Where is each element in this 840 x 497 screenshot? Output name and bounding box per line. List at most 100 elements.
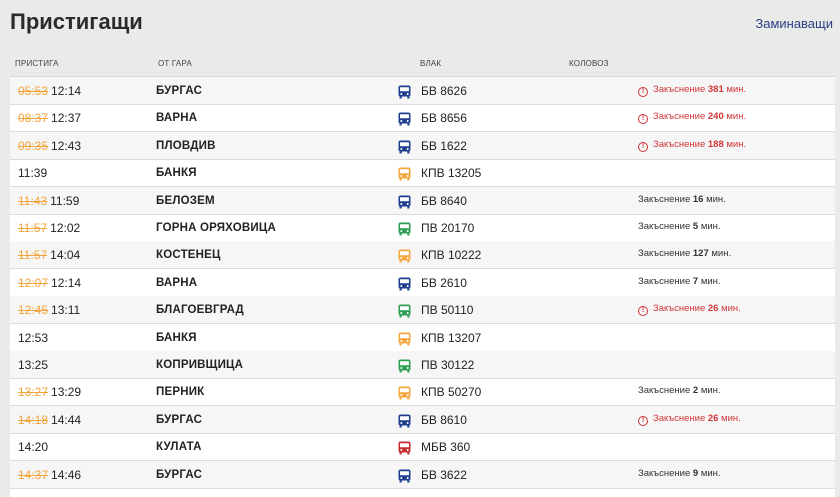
delay-info: ! Закъснение 240 мин. xyxy=(638,104,746,131)
delay-info: ! Закъснение 26 мин. xyxy=(638,296,741,323)
delay-prefix: Закъснение xyxy=(638,248,691,260)
bus-icon xyxy=(398,277,411,291)
scheduled-time: 12:45 xyxy=(18,303,49,318)
train-number: ПВ 30122 xyxy=(421,358,475,372)
station-name: КУЛАТА xyxy=(156,441,202,454)
alert-icon: ! xyxy=(638,141,648,152)
delay-unit: мин. xyxy=(721,412,741,424)
delay-minutes: 5 xyxy=(692,221,699,232)
bus-icon xyxy=(398,140,411,154)
bus-icon xyxy=(398,386,411,400)
arrival-time: 12:45 13:11 xyxy=(18,296,80,323)
delay-info: Закъснение 7 мин. xyxy=(638,269,721,296)
actual-time: 12:53 xyxy=(18,330,49,345)
train-number: КПВ 13205 xyxy=(421,166,482,181)
bus-icon xyxy=(398,441,411,455)
train-number: БВ 8640 xyxy=(421,193,467,208)
station-name: КОПРИВЩИЦА xyxy=(156,359,244,371)
arrival-time: 14:37 14:46 xyxy=(18,461,81,488)
table-row[interactable]: 13:25 КОПРИВЩИЦА ПВ 30122 xyxy=(10,351,835,379)
table-row[interactable]: 14:18 14:44 БУРГАС БВ 8610! Закъснение 26 ми… xyxy=(10,405,835,434)
scheduled-time: 11:57 xyxy=(18,248,48,263)
arrival-time: 11:57 14:04 xyxy=(18,241,80,268)
table-row[interactable]: 08:37 12:37 ВАРНА БВ 8656! Закъснение 240 ми… xyxy=(10,104,835,133)
delay-minutes: 127 xyxy=(692,248,709,260)
column-header-arrives: ПРИСТИГА xyxy=(15,59,59,68)
station-name: БАНКЯ xyxy=(156,331,197,344)
delay-minutes: 9 xyxy=(692,467,699,479)
alert-icon: ! xyxy=(638,87,648,97)
delay-prefix: Закъснение xyxy=(638,467,691,479)
table-header: ПРИСТИГА ОТ ГАРА ВЛАК КОЛОВОЗ xyxy=(0,59,840,71)
station-name: КОСТЕНЕЦ xyxy=(156,249,221,262)
bus-icon xyxy=(398,332,411,346)
arrival-time: 12:53 xyxy=(18,324,48,351)
delay-minutes: 16 xyxy=(692,193,704,205)
delay-prefix: Закъснение xyxy=(638,193,691,205)
delay-prefix: Закъснение xyxy=(653,84,706,95)
delay-info: Закъснение 127 мин. xyxy=(638,241,731,268)
arrival-time: 11:57 12:02 xyxy=(18,214,80,241)
arrival-time: 08:37 12:37 xyxy=(18,104,81,131)
arrival-time: 14:18 14:44 xyxy=(18,406,81,433)
arrivals-table: 05:53 12:14 БУРГАС БВ 8626! Закъснение 381 м… xyxy=(10,76,835,497)
table-row[interactable]: 09:35 12:43 ПЛОВДИВ БВ 1622 ! Закъснение 188 … xyxy=(10,131,835,160)
bus-icon xyxy=(398,112,411,126)
station-name: ПЕРНИК xyxy=(156,386,205,399)
scheduled-time: 14:37 xyxy=(18,467,49,482)
train-number: БВ 8656 xyxy=(421,111,467,126)
table-row[interactable]: 14:37 14:46 БУРГАС БВ 3622 Закъснение 9 мин. xyxy=(10,460,835,489)
actual-time: 12:14 xyxy=(51,84,82,98)
train-number: МБВ 360 xyxy=(421,440,471,455)
actual-time: 12:02 xyxy=(50,221,81,235)
delay-prefix: Закъснение xyxy=(638,385,691,397)
bus-icon xyxy=(398,222,411,236)
table-row[interactable]: 11:57 12:02 ГОРНА ОРЯХОВИЦА ПВ 20170 Закъсне… xyxy=(10,214,835,242)
delay-minutes: 7 xyxy=(692,275,699,287)
table-row[interactable]: 12:45 13:11 БЛАГОЕВГРАД ПВ 50110! Закъснение… xyxy=(10,296,835,325)
table-row[interactable]: 11:43 11:59 БЕЛОЗЕМ БВ 8640 Закъснение 16 ми… xyxy=(10,186,835,215)
delay-unit: мин. xyxy=(726,84,747,95)
actual-time: 11:39 xyxy=(18,166,48,181)
bus-icon xyxy=(398,469,411,483)
actual-time: 14:44 xyxy=(51,412,82,427)
scheduled-time: 12:07 xyxy=(18,275,49,290)
delay-prefix: Закъснение xyxy=(653,412,706,424)
station-name: БУРГАС xyxy=(156,413,203,426)
actual-time: 12:37 xyxy=(51,111,82,126)
bus-icon xyxy=(398,359,411,373)
arrival-time: 13:25 xyxy=(18,351,48,378)
train-number: БВ 2610 xyxy=(421,275,467,290)
delay-prefix: Закъснение xyxy=(653,138,706,150)
delay-minutes: 2 xyxy=(692,385,699,397)
table-row[interactable]: 13:27 13:29 ПЕРНИК КПВ 50270 Закъснение 2 ми… xyxy=(10,378,835,407)
train-number: БВ 3622 xyxy=(421,467,467,482)
arrival-time: 11:43 11:59 xyxy=(18,187,79,214)
delay-minutes: 188 xyxy=(707,138,724,150)
table-row[interactable]: 12:53 БАНКЯ КПВ 13207 xyxy=(10,324,835,352)
actual-time: 12:43 xyxy=(51,138,82,153)
bus-icon xyxy=(398,249,411,263)
bus-icon xyxy=(398,414,411,428)
table-row[interactable]: 11:57 14:04 КОСТЕНЕЦ КПВ 10222 Закъснение 12… xyxy=(10,241,835,270)
bus-icon xyxy=(398,195,411,209)
scheduled-time: 14:18 xyxy=(18,412,49,427)
actual-time: 13:25 xyxy=(18,358,49,372)
delay-info: Закъснение 5 мин. xyxy=(638,214,721,241)
actual-time: 13:29 xyxy=(51,385,82,400)
actual-time: 11:59 xyxy=(50,193,80,208)
delay-unit: мин. xyxy=(700,467,721,479)
delay-unit: мин. xyxy=(700,221,721,232)
table-row[interactable]: 14:20 КУЛАТА МБВ 360 xyxy=(10,433,835,462)
table-row[interactable]: 05:53 12:14 БУРГАС БВ 8626! Закъснение 381 м… xyxy=(10,77,835,105)
departures-link[interactable]: Заминаващи xyxy=(755,16,833,31)
train-number: БВ 1622 xyxy=(421,138,467,153)
scheduled-time: 05:53 xyxy=(18,84,49,98)
delay-minutes: 240 xyxy=(707,111,724,123)
arrival-time: 11:39 xyxy=(18,159,47,186)
arrival-time: 13:27 13:29 xyxy=(18,378,81,405)
table-row[interactable]: 12:07 12:14 ВАРНА БВ 2610 Закъснение 7 мин. xyxy=(10,269,835,297)
actual-time: 14:20 xyxy=(18,440,49,455)
table-row[interactable]: 11:39 БАНКЯ КПВ 13205 xyxy=(10,159,835,188)
delay-info: Закъснение 16 мин. xyxy=(638,187,726,214)
